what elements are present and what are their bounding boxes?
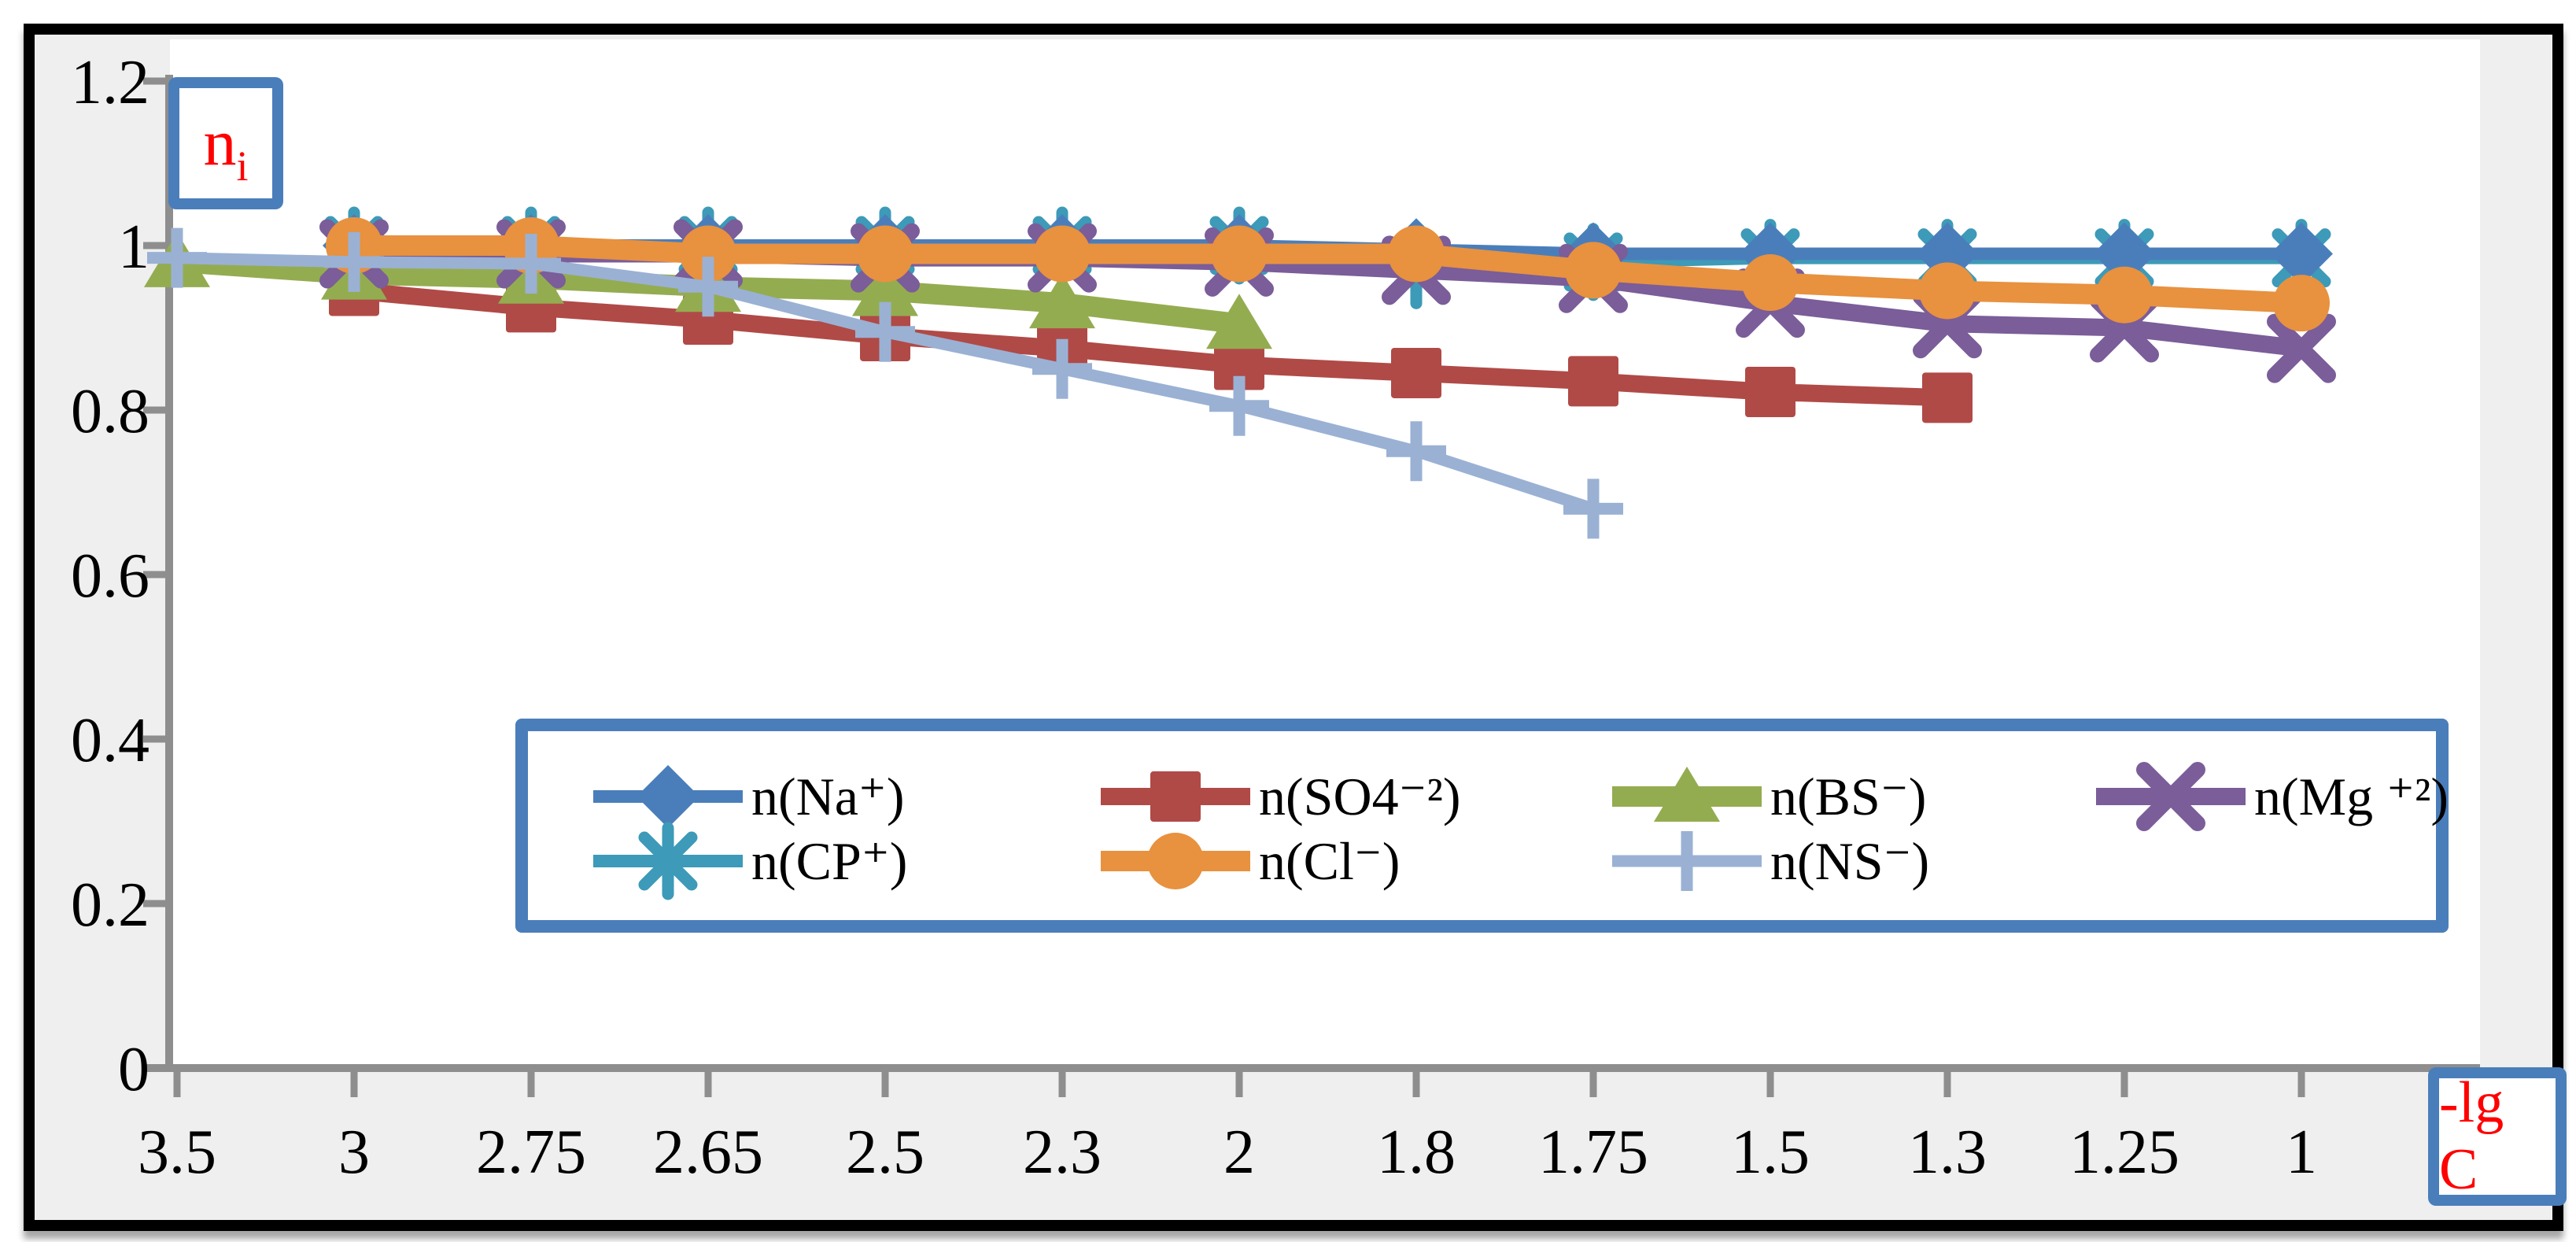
x-tick-label: 1.75: [1538, 1118, 1648, 1187]
x-tick-label: 3: [338, 1118, 370, 1187]
legend-item-2: n(SO4⁻²): [1097, 745, 1461, 848]
x-tick-label: 1.3: [1908, 1118, 1987, 1187]
legend: n(Na⁺) n(SO4⁻²) n(BS⁻) n(Mg ⁺²) n(CP⁺) n(Cl⁻)…: [515, 719, 2449, 933]
x-legend-marker: [2096, 762, 2246, 831]
legend-item-5: n(CP⁺): [589, 810, 907, 912]
y-tick-label: 0.8: [71, 377, 149, 446]
legend-label-5: n(CP⁺): [751, 830, 908, 891]
asterisk-legend-marker: [593, 822, 743, 900]
legend-label-3: n(BS⁻): [1770, 766, 1927, 826]
triangle-legend-marker: [1612, 767, 1762, 822]
x-axis-label-box: -lg C: [2428, 1067, 2567, 1206]
y-axis-label: n: [203, 106, 237, 179]
x-tick-label: 2.5: [846, 1118, 924, 1187]
x-tick-label: 1.25: [2069, 1118, 2179, 1187]
y-tick-label: 1: [118, 213, 149, 282]
x-axis-label: -lg C: [2439, 1070, 2504, 1202]
legend-item-4: n(Mg ⁺²): [2092, 745, 2449, 848]
x-tick-label: 2.75: [476, 1118, 586, 1187]
legend-item-1: n(Na⁺): [589, 745, 904, 848]
x-tick-label: 2.65: [653, 1118, 763, 1187]
circle-legend-marker: [1101, 833, 1250, 889]
x-tick-label: 1: [2286, 1118, 2317, 1187]
legend-label-7: n(NS⁻): [1770, 830, 1930, 891]
x-tick-label: 3.5: [138, 1118, 216, 1187]
y-tick-label: 0.4: [71, 706, 149, 775]
y-tick-label: 0: [118, 1035, 149, 1104]
legend-item-6: n(Cl⁻): [1097, 810, 1400, 912]
y-tick-label: 0.6: [71, 542, 149, 611]
y-axis-label-subscript: i: [236, 142, 249, 190]
x-tick-label: 2: [1223, 1118, 1255, 1187]
diamond-legend-marker: [593, 765, 743, 828]
legend-label-6: n(Cl⁻): [1259, 830, 1401, 891]
legend-label-4: n(Mg ⁺²): [2254, 766, 2449, 826]
legend-label-1: n(Na⁺): [751, 766, 905, 826]
legend-label-2: n(SO4⁻²): [1259, 766, 1461, 826]
square-legend-marker: [1101, 771, 1250, 822]
x-tick-label: 1.5: [1731, 1118, 1810, 1187]
legend-item-7: n(NS⁻): [1608, 810, 1929, 912]
y-tick-label: 0.2: [71, 871, 149, 940]
y-tick-label: 1.2: [71, 48, 149, 117]
x-tick-label: 1.8: [1377, 1118, 1456, 1187]
x-tick-label: 2.3: [1023, 1118, 1102, 1187]
series-7: [147, 227, 1623, 539]
legend-item-3: n(BS⁻): [1608, 745, 1926, 848]
plus-legend-marker: [1612, 831, 1762, 891]
